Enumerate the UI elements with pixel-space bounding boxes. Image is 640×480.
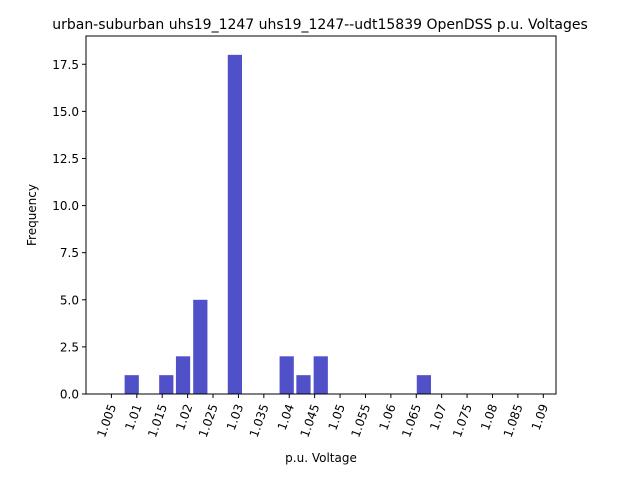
chart-title: urban-suburban uhs19_1247 uhs19_1247--ud… (52, 17, 588, 33)
x-tick-label: 1.03 (224, 402, 246, 432)
x-tick-label: 1.05 (326, 402, 348, 432)
x-tick-label: 1.005 (94, 402, 119, 439)
histogram-bar (279, 356, 294, 394)
histogram-bar (193, 299, 208, 394)
y-tick-label: 2.5 (60, 340, 79, 354)
y-tick-label: 5.0 (60, 293, 79, 307)
histogram-bar (296, 375, 311, 394)
x-tick-label: 1.045 (298, 402, 323, 439)
y-axis: 0.0 2.5 5.0 7.5 10.0 12.5 15.0 17.5 (52, 58, 86, 402)
plot-frame (85, 35, 557, 395)
x-tick-label: 1.065 (399, 402, 424, 439)
x-tick-label: 1.07 (427, 402, 449, 432)
x-axis: 1.005 1.01 1.015 1.02 1.025 1.03 1.035 1.04 1.04… (94, 394, 551, 439)
x-tick-label: 1.025 (196, 402, 221, 439)
x-axis-label: p.u. Voltage (285, 451, 357, 465)
x-tick-label: 1.085 (501, 402, 526, 439)
x-tick-label: 1.015 (145, 402, 170, 439)
x-tick-label: 1.02 (173, 402, 195, 432)
histogram-bar (124, 375, 139, 394)
bars-group (124, 54, 432, 395)
y-tick-label: 0.0 (60, 388, 79, 402)
x-tick-label: 1.04 (275, 402, 297, 432)
y-tick-label: 7.5 (60, 246, 79, 260)
histogram-bar (175, 356, 191, 394)
histogram-bar (159, 375, 174, 394)
y-tick-label: 17.5 (52, 58, 79, 72)
x-tick-label: 1.035 (247, 402, 272, 439)
y-axis-label: Frequency (25, 184, 39, 246)
x-tick-label: 1.075 (450, 402, 475, 439)
x-tick-label: 1.08 (478, 402, 500, 432)
x-tick-label: 1.09 (529, 402, 551, 432)
y-tick-label: 15.0 (52, 105, 79, 119)
x-tick-label: 1.06 (376, 402, 398, 432)
y-tick-label: 10.0 (52, 199, 79, 213)
histogram-bar (227, 54, 242, 395)
x-tick-label: 1.01 (122, 402, 144, 432)
histogram-bar (313, 356, 328, 394)
y-tick-label: 12.5 (52, 152, 79, 166)
histogram-bar (416, 375, 432, 394)
x-tick-label: 1.055 (348, 402, 373, 439)
